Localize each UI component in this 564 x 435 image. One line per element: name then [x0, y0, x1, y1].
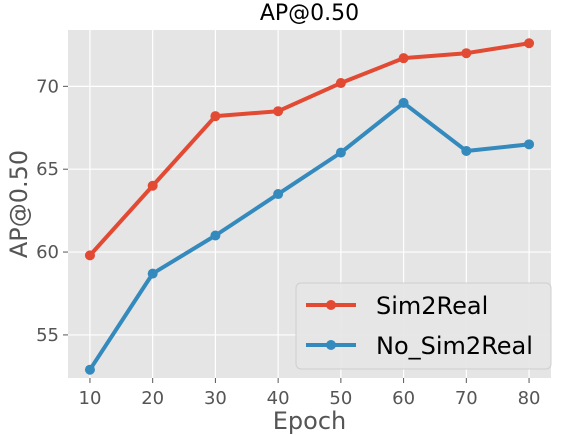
data-point — [524, 38, 535, 49]
data-point — [273, 106, 284, 117]
legend: Sim2Real No_Sim2Real — [295, 282, 552, 370]
legend-label: Sim2Real — [376, 292, 488, 320]
x-tick-label: 20 — [141, 388, 164, 409]
x-tick-label: 80 — [518, 388, 541, 409]
data-point — [147, 180, 158, 191]
series-sim2real — [84, 38, 535, 261]
data-point — [335, 78, 346, 89]
x-tick-label: 60 — [392, 388, 415, 409]
y-tick-label: 65 — [36, 159, 59, 180]
series-line — [87, 100, 532, 372]
data-point — [398, 97, 409, 108]
data-point — [461, 145, 472, 156]
chart-title: AP@0.50 — [260, 1, 359, 26]
data-point — [398, 53, 409, 64]
y-tick-label: 55 — [36, 325, 59, 346]
x-axis-ticks: 10 20 30 40 50 60 70 80 — [79, 378, 541, 409]
x-tick-label: 30 — [204, 388, 227, 409]
data-point — [210, 230, 221, 241]
y-tick-label: 60 — [36, 242, 59, 263]
grid-lines — [68, 30, 551, 378]
y-tick-label: 70 — [36, 76, 59, 97]
data-point — [147, 268, 158, 279]
legend-marker — [326, 300, 336, 310]
data-point — [210, 111, 221, 122]
legend-item: Sim2Real — [306, 292, 488, 320]
data-point — [84, 250, 95, 261]
data-point — [524, 139, 535, 150]
legend-label: No_Sim2Real — [376, 332, 533, 360]
y-axis-ticks: 55 60 65 70 — [36, 76, 68, 346]
legend-item: No_Sim2Real — [306, 332, 533, 360]
data-point — [335, 147, 346, 158]
data-point — [273, 189, 284, 200]
series-layer — [84, 38, 535, 375]
legend-marker — [326, 340, 336, 350]
y-axis-title: AP@0.50 — [5, 150, 33, 258]
x-tick-label: 50 — [329, 388, 352, 409]
legend-box — [295, 282, 552, 370]
data-point — [461, 48, 472, 59]
x-axis-title: Epoch — [273, 407, 347, 435]
series-no-sim2real — [84, 97, 535, 375]
data-point — [84, 364, 95, 375]
series-line — [87, 41, 532, 258]
x-tick-label: 40 — [267, 388, 290, 409]
x-tick-label: 10 — [79, 388, 102, 409]
x-tick-label: 70 — [455, 388, 478, 409]
